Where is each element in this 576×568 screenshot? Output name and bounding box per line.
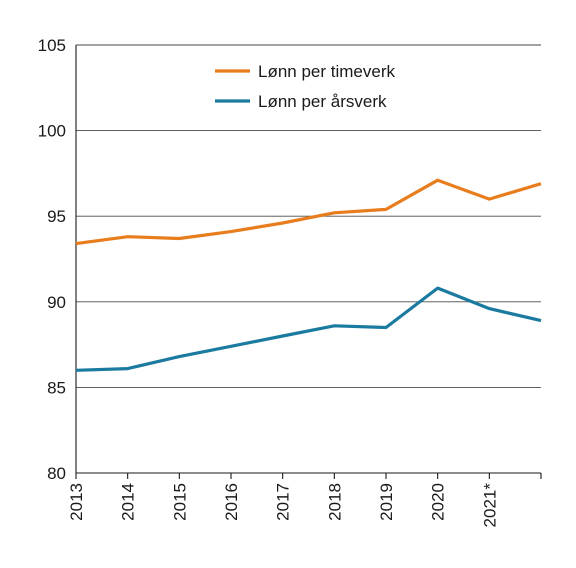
x-tick-label-2019: 2019 — [377, 483, 396, 521]
y-tick-labels: 80 85 90 95 100 105 — [38, 36, 66, 483]
gridlines — [76, 44, 541, 388]
x-tick-label-2013: 2013 — [67, 483, 86, 521]
y-tick-label-90: 90 — [47, 293, 66, 312]
y-tick-label-100: 100 — [38, 122, 66, 141]
legend-label-arsverk: Lønn per årsverk — [258, 92, 387, 111]
series-line-0 — [75, 178, 542, 246]
y-tick-label-80: 80 — [47, 464, 66, 483]
x-tick-labels: 2013 2014 2015 2016 2017 2018 2019 2020 2021* — [67, 483, 499, 528]
x-tick-label-2015: 2015 — [170, 483, 189, 521]
y-tick-label-95: 95 — [47, 207, 66, 226]
y-tick-label-105: 105 — [38, 36, 66, 55]
x-tick-label-2018: 2018 — [325, 483, 344, 521]
x-tick-label-2021*: 2021* — [480, 483, 499, 528]
series-line-1 — [75, 286, 542, 372]
y-tick-label-85: 85 — [47, 378, 66, 397]
x-tick-label-2017: 2017 — [274, 483, 293, 521]
series-lines — [75, 178, 542, 372]
x-tick-label-2016: 2016 — [222, 483, 241, 521]
legend: Lønn per timeverk Lønn per årsverk — [215, 62, 395, 111]
axes — [75, 45, 542, 479]
legend-label-timeverk: Lønn per timeverk — [258, 62, 395, 81]
x-tick-label-2014: 2014 — [119, 483, 138, 521]
x-tick-label-2020: 2020 — [429, 483, 448, 521]
